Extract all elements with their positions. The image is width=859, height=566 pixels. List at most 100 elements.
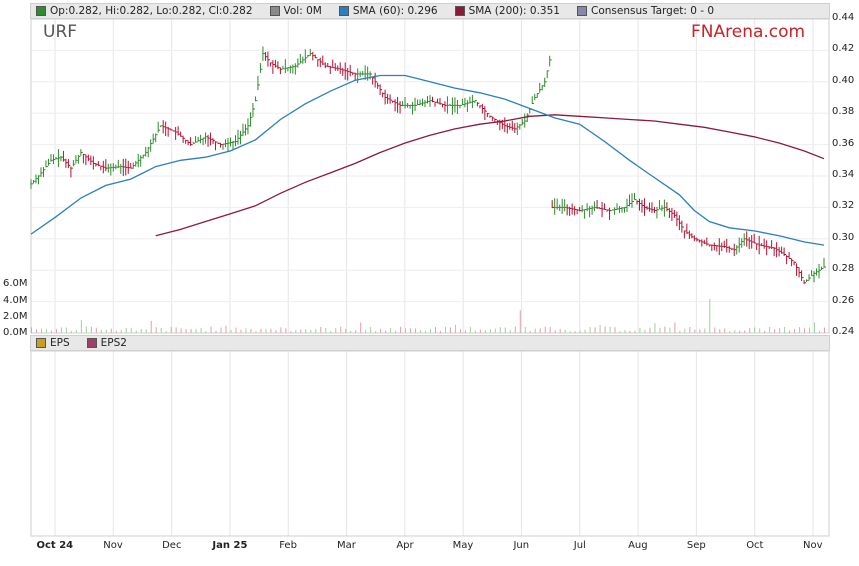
volume-bar <box>410 328 412 333</box>
price-bar <box>461 98 465 106</box>
price-bar <box>62 150 66 162</box>
legend-ohlc-label: Op:0.282, Hi:0.282, Lo:0.282, Cl:0.282 <box>50 5 253 17</box>
price-bar <box>317 59 320 67</box>
price-bar <box>100 165 103 171</box>
volume-bar <box>544 326 546 333</box>
volume-bar <box>434 327 436 333</box>
price-bar <box>237 129 240 145</box>
y-tick-label: 0.34 <box>832 169 855 180</box>
volume-bar <box>504 327 506 333</box>
volume-bar <box>644 329 646 333</box>
price-bar <box>466 100 470 112</box>
price-bar <box>207 134 211 147</box>
price-bar <box>436 98 440 104</box>
price-bar <box>377 82 380 89</box>
volume-bar <box>325 327 327 333</box>
volume-bar <box>569 331 571 333</box>
price-bar <box>140 155 143 167</box>
price-bar <box>187 140 191 146</box>
price-bar <box>392 100 395 103</box>
price-bar <box>95 163 98 167</box>
volume-bar <box>240 329 242 333</box>
price-bar <box>768 246 772 250</box>
price-bar <box>160 125 163 128</box>
price-bar <box>32 180 36 184</box>
price-bar <box>257 75 260 91</box>
price-bar <box>349 64 353 77</box>
volume-bar <box>35 329 37 333</box>
price-bar <box>569 206 572 216</box>
price-bar <box>110 163 113 176</box>
volume-bar <box>664 326 666 333</box>
volume-bar <box>779 328 781 333</box>
price-bar <box>579 206 582 212</box>
price-bar <box>786 255 789 265</box>
price-bar <box>162 120 166 134</box>
price-bar <box>384 89 388 105</box>
price-bar <box>713 242 717 251</box>
price-bar <box>469 96 472 104</box>
price-bar <box>102 160 106 174</box>
price-bar <box>409 104 413 109</box>
price-bar <box>576 209 580 215</box>
volume-bar <box>759 328 761 333</box>
price-bar <box>227 137 231 152</box>
price-bar <box>658 200 662 210</box>
eps2-swatch <box>86 338 97 348</box>
volume-bar <box>65 327 67 333</box>
price-bar <box>150 139 153 152</box>
volume-bar <box>824 327 826 333</box>
price-bar <box>75 155 78 164</box>
price-bar <box>479 105 482 109</box>
price-bar <box>212 138 216 145</box>
volume-bar <box>699 329 701 333</box>
price-bar <box>524 113 527 128</box>
price-bar <box>60 156 63 162</box>
volume-bar <box>814 322 816 333</box>
volume-bar <box>579 330 581 333</box>
volume-bar <box>80 320 82 333</box>
price-bar <box>292 64 295 74</box>
price-bar <box>771 240 774 249</box>
price-bar <box>152 133 156 144</box>
price-bar <box>619 206 622 213</box>
price-bar <box>594 201 597 212</box>
price-bar <box>297 58 300 68</box>
sma200-swatch <box>454 6 465 16</box>
price-bar <box>609 207 612 220</box>
volume-bar <box>774 329 776 333</box>
volume-bar <box>809 327 811 333</box>
price-bar <box>195 136 198 143</box>
price-bar <box>192 141 196 144</box>
volume-bar <box>479 329 481 333</box>
price-bar <box>733 243 737 256</box>
price-bar <box>624 206 627 213</box>
volume-bar <box>729 331 731 333</box>
price-bar <box>65 158 68 168</box>
price-bar <box>87 154 91 162</box>
legend-eps2-label: EPS2 <box>100 337 127 349</box>
x-tick-label: Feb <box>279 540 297 551</box>
legend-eps-label: EPS <box>50 337 70 349</box>
volume-bar <box>270 328 272 333</box>
price-bar <box>721 242 724 252</box>
volume-bar <box>554 330 556 333</box>
price-bar <box>47 158 51 166</box>
price-bar <box>205 132 208 144</box>
price-bar <box>170 128 173 131</box>
price-bar <box>648 202 652 212</box>
y-tick-label: 0.32 <box>832 200 855 212</box>
price-bar <box>673 209 677 219</box>
volume-bar <box>649 327 651 333</box>
volume-bar <box>584 329 586 333</box>
price-bar <box>758 235 762 255</box>
price-bar <box>289 65 293 74</box>
price-bar <box>756 243 759 251</box>
price-bar <box>686 223 689 234</box>
price-bar <box>230 137 233 147</box>
price-bar <box>337 65 340 71</box>
volume-bar <box>639 327 641 333</box>
price-bar <box>70 166 73 178</box>
volume-tick-label: 6.0M <box>3 278 28 290</box>
volume-bar <box>100 329 102 333</box>
